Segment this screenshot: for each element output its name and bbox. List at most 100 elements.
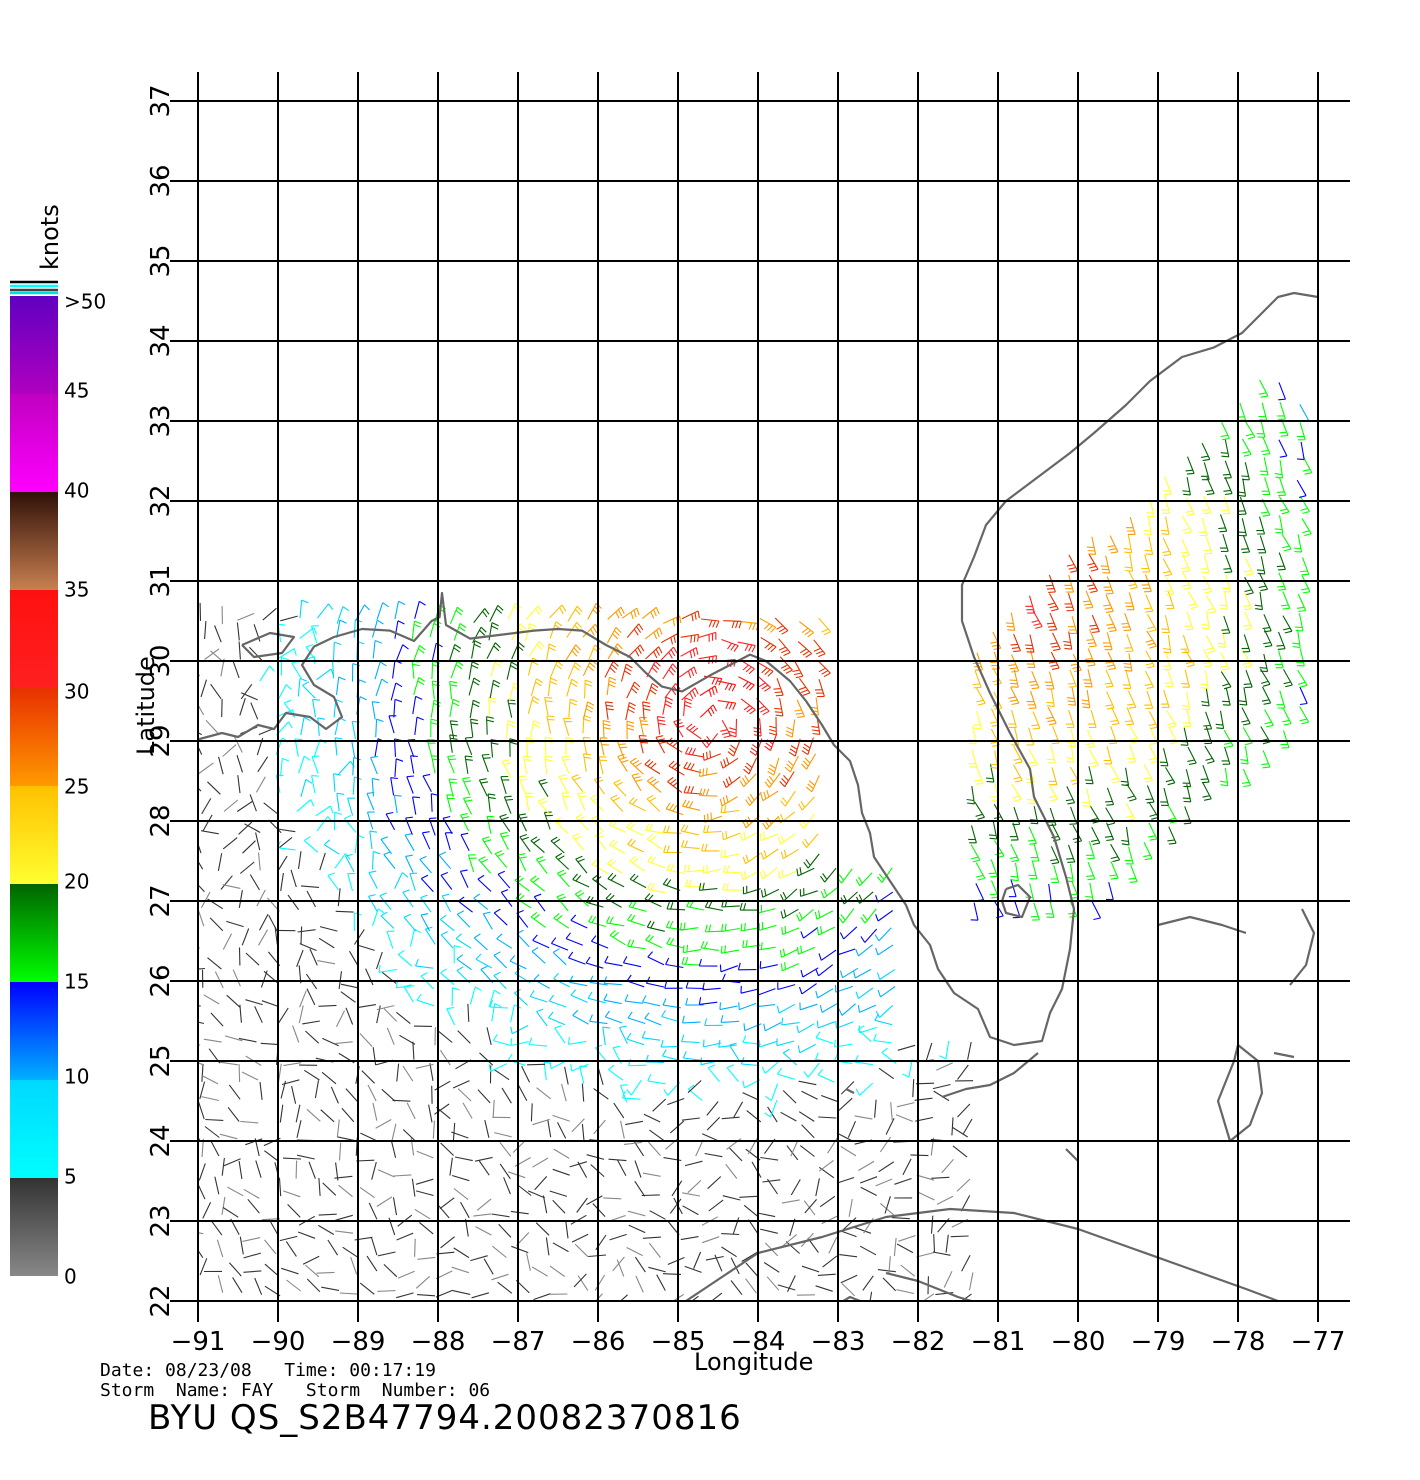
wind-barb	[371, 701, 380, 720]
wind-barb	[473, 1213, 492, 1217]
wind-barb	[198, 1249, 204, 1259]
wind-barb	[432, 1120, 435, 1139]
wind-barb	[858, 1160, 875, 1171]
wind-barb	[860, 928, 878, 943]
wind-barb	[1256, 516, 1266, 535]
wind-barb	[698, 882, 718, 891]
wind-barb	[799, 1145, 815, 1157]
wind-barb	[452, 1290, 471, 1295]
wind-barb	[680, 1236, 699, 1241]
wind-barb	[626, 681, 641, 699]
wind-barb	[787, 1275, 796, 1292]
wind-barb	[508, 1171, 526, 1179]
wind-barb	[680, 824, 699, 836]
wind-barb	[232, 969, 241, 987]
wind-barb	[1261, 436, 1271, 456]
wind-barb	[542, 1195, 548, 1214]
wind-barb	[318, 1213, 337, 1216]
wind-barb	[1008, 879, 1017, 898]
wind-barb	[738, 658, 755, 675]
wind-barb	[817, 1273, 836, 1276]
wind-barb	[704, 924, 724, 933]
wind-barb	[388, 715, 397, 734]
wind-barb	[499, 813, 511, 832]
wind-barb	[468, 661, 479, 680]
wind-barb	[356, 1159, 375, 1162]
wind-barb	[815, 988, 834, 999]
wind-barb	[1045, 707, 1057, 726]
wind-barb	[796, 867, 815, 877]
wind-barb	[1202, 495, 1212, 515]
wind-barb	[804, 1199, 818, 1214]
wind-barb	[626, 720, 635, 740]
wind-barb	[372, 639, 383, 659]
wind-barb	[854, 1115, 873, 1120]
wind-barb	[383, 1008, 398, 1022]
wind-barb	[604, 955, 623, 967]
wind-barb	[371, 777, 380, 797]
wind-barb	[1220, 438, 1230, 458]
wind-barb	[764, 733, 778, 751]
wind-barb	[584, 679, 593, 699]
wind-barb	[333, 773, 341, 792]
wind-barb	[722, 882, 741, 891]
wind-barb	[1223, 554, 1233, 574]
wind-barb	[1010, 633, 1022, 653]
wind-barb	[498, 1223, 512, 1238]
wind-barb	[848, 1199, 853, 1217]
wind-barb	[479, 1052, 494, 1066]
wind-barb	[236, 801, 253, 812]
wind-barb	[1180, 635, 1190, 654]
wind-barb	[874, 927, 892, 942]
wind-barb	[780, 790, 796, 807]
wind-barb	[893, 1238, 897, 1257]
wind-barb	[642, 701, 651, 720]
wind-barb	[516, 1184, 532, 1196]
wind-barb	[392, 1099, 411, 1102]
wind-barb	[468, 677, 481, 696]
wind-barb	[481, 753, 491, 773]
wind-barb	[1064, 574, 1075, 593]
wind-barb	[440, 1236, 455, 1249]
wind-barb	[419, 855, 432, 874]
wind-barb	[780, 1111, 797, 1122]
wind-barb	[665, 957, 684, 969]
wind-barb	[645, 682, 659, 701]
wind-barb	[1086, 629, 1097, 648]
wind-barb	[730, 1257, 740, 1275]
colorbar-band	[10, 394, 58, 492]
wind-barb	[238, 890, 243, 908]
wind-barb	[291, 1085, 297, 1104]
wind-barb	[668, 760, 685, 776]
wind-barb	[667, 1097, 685, 1106]
wind-barb	[455, 933, 472, 949]
wind-barb	[678, 666, 698, 678]
wind-barb	[279, 1104, 284, 1123]
wind-barb	[625, 702, 636, 721]
wind-barb	[1128, 864, 1138, 883]
coastline	[845, 1088, 855, 1094]
wind-barb	[567, 605, 583, 622]
wind-barb	[957, 1064, 969, 1080]
wind-barb	[556, 893, 569, 912]
wind-barb	[941, 1158, 954, 1174]
wind-barb	[620, 1120, 625, 1139]
wind-barb	[1281, 591, 1291, 610]
wind-barb	[475, 953, 492, 969]
wind-barb	[801, 737, 814, 756]
wind-barb	[1123, 653, 1133, 672]
wind-barb	[438, 851, 452, 870]
wind-barb	[818, 617, 831, 636]
wind-barb	[1143, 516, 1153, 536]
wind-barb	[497, 1281, 513, 1294]
wind-barb	[439, 1197, 455, 1210]
wind-barb	[608, 1158, 627, 1162]
wind-barb	[902, 1059, 913, 1078]
wind-barb	[1028, 670, 1040, 690]
wind-barb	[623, 1141, 642, 1145]
wind-barb	[286, 1279, 302, 1292]
wind-barb	[916, 1082, 935, 1085]
wind-barb	[763, 1262, 780, 1273]
wind-barb	[222, 744, 237, 757]
lon-tick-label: −90	[251, 1327, 306, 1357]
